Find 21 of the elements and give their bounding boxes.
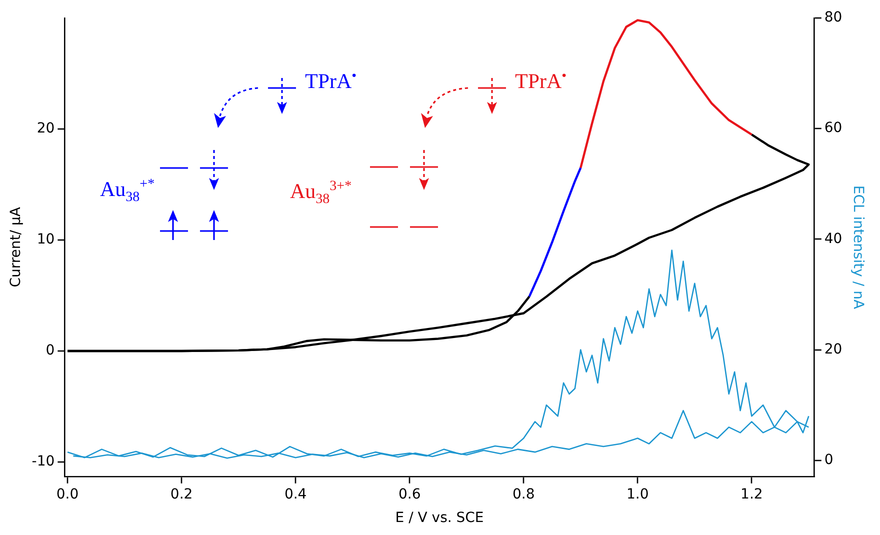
x-axis-title: E / V vs. SCE — [395, 510, 484, 526]
annotation: TPrA$^{•}$ — [515, 69, 567, 93]
annotation: TPrA$^{•}$ — [305, 69, 357, 93]
y2-tick-label: 60 — [824, 120, 842, 136]
x-tick-label: 0.6 — [398, 486, 421, 502]
x-tick-label: 0.8 — [512, 486, 535, 502]
x-tick-label: 1.2 — [740, 486, 763, 502]
x-tick-label: 0.2 — [170, 486, 193, 502]
y2-tick-label: 80 — [824, 10, 842, 26]
x-tick-label: 0.4 — [284, 486, 307, 502]
y-tick-label: 10 — [36, 232, 55, 248]
y2-tick-label: 0 — [824, 452, 834, 468]
y-tick-label: 20 — [36, 120, 55, 137]
y-axis-title: Current/ μA — [8, 206, 24, 288]
x-tick-label: 0.0 — [56, 486, 79, 502]
y-tick-label: -10 — [32, 454, 55, 470]
y2-tick-label: 20 — [824, 341, 842, 358]
y2-tick-label: 40 — [824, 230, 842, 247]
y2-axis-title: ECL intensity / nA — [850, 185, 866, 310]
x-tick-label: 1.0 — [626, 486, 649, 502]
y-tick-label: 0 — [46, 342, 55, 359]
